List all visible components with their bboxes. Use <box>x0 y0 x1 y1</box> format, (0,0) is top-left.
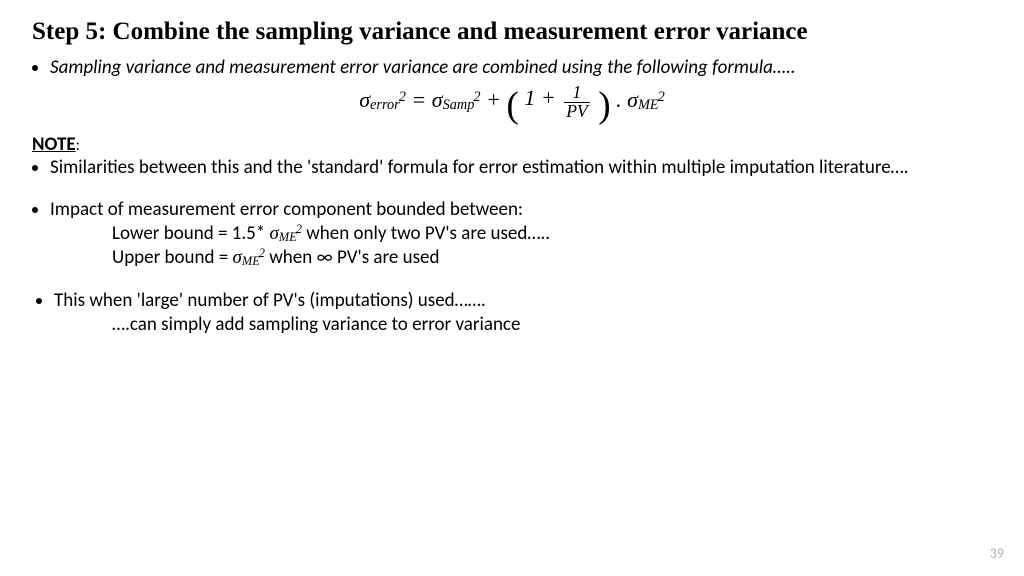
large-bullet: This when 'large' number of PV's (imputa… <box>54 289 992 313</box>
rparen: ) <box>598 85 610 126</box>
fraction: 1 PV <box>564 84 590 120</box>
frac-den: PV <box>564 102 590 121</box>
page-number: 39 <box>990 545 1004 562</box>
upper-bound-pre: Upper bound = <box>112 246 233 269</box>
spacer-1 <box>32 180 992 198</box>
main-formula: σerror2 = σSamp2 + ( 1 + 1 PV ) . σME2 <box>32 84 992 120</box>
large-list: This when 'large' number of PV's (imputa… <box>54 289 992 313</box>
note-heading: NOTE: <box>32 133 992 156</box>
note-bullet-1: Similarities between this and the 'stand… <box>50 156 992 180</box>
slide-container: Step 5: Combine the sampling variance an… <box>0 0 1024 576</box>
intro-text: Sampling variance and measurement error … <box>50 56 796 79</box>
one: 1 <box>524 85 535 110</box>
intro-bullet: Sampling variance and measurement error … <box>50 56 992 80</box>
lower-bound-post: when only two PV's are used….. <box>302 222 550 245</box>
lower-bound-line: Lower bound = 1.5* σME2 when only two PV… <box>112 222 992 246</box>
sigma-me-upper: σME2 <box>233 247 265 268</box>
dot: . <box>616 87 627 112</box>
intro-list: Sampling variance and measurement error … <box>50 56 992 80</box>
lower-bound-pre: Lower bound = 1.5* <box>112 222 270 245</box>
spacer-2 <box>32 271 992 289</box>
large-sub: ….can simply add sampling variance to er… <box>112 313 992 337</box>
plus: + <box>486 87 506 112</box>
upper-bound-post: when ∞ PV's are used <box>265 246 440 269</box>
slide-title: Step 5: Combine the sampling variance an… <box>32 18 992 46</box>
bounds-bullet: Impact of measurement error component bo… <box>50 198 992 222</box>
sigma-me: σME2 <box>627 87 665 112</box>
note-list: Similarities between this and the 'stand… <box>50 156 992 180</box>
upper-bound-line: Upper bound = σME2 when ∞ PV's are used <box>112 246 992 270</box>
bounds-list: Impact of measurement error component bo… <box>50 198 992 222</box>
lparen: ( <box>506 85 518 126</box>
plus2: + <box>541 85 561 110</box>
equals: = <box>411 87 431 112</box>
sigma-error: σerror2 <box>359 87 406 112</box>
frac-num: 1 <box>564 84 590 102</box>
sigma-me-lower: σME2 <box>270 223 302 244</box>
sigma-samp: σSamp2 <box>432 87 481 112</box>
